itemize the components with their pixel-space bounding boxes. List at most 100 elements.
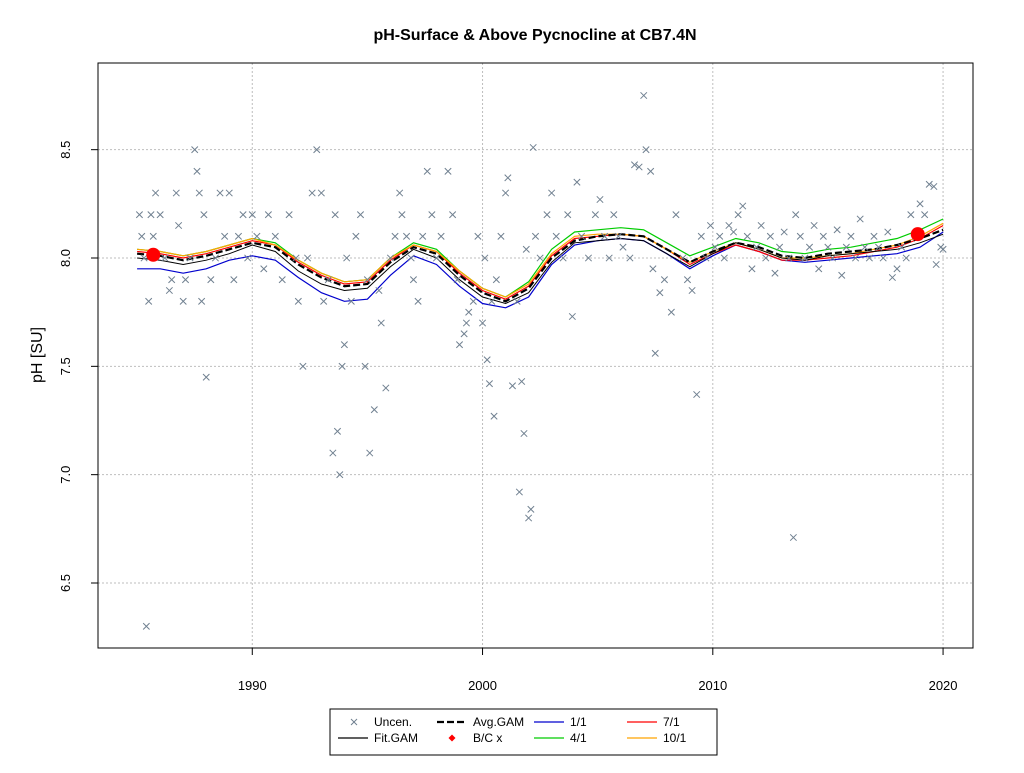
uncensored-point <box>660 276 669 284</box>
uncensored-point <box>396 189 404 197</box>
uncensored-point-stroke <box>444 167 452 175</box>
uncensored-point <box>179 297 187 305</box>
uncensored-point <box>815 265 823 273</box>
chart-title: pH-Surface & Above Pycnocline at CB7.4N <box>373 27 696 44</box>
uncensored-point-stroke <box>469 297 477 305</box>
legend-label: 4/1 <box>570 731 587 745</box>
uncensored-point <box>370 406 378 414</box>
uncensored-point-stroke <box>331 211 339 219</box>
uncensored-point <box>656 289 664 297</box>
uncensored-point-stroke <box>294 297 302 305</box>
uncensored-point <box>529 143 537 152</box>
uncensored-point-stroke <box>156 211 164 219</box>
uncensored-point <box>195 189 203 197</box>
uncensored-point <box>366 449 374 457</box>
uncensored-point <box>888 273 896 282</box>
uncensored-point-stroke <box>543 211 551 219</box>
uncensored-point-stroke <box>186 254 194 262</box>
uncensored-point <box>414 297 422 305</box>
uncensored-point <box>875 243 883 251</box>
uncensored-point-stroke <box>591 211 599 219</box>
uncensored-point <box>455 341 464 349</box>
uncensored-point-stroke <box>552 232 560 240</box>
uncensored-point <box>292 254 300 262</box>
uncensored-point <box>552 232 560 240</box>
uncensored-point-stroke <box>423 167 431 175</box>
uncensored-point-stroke <box>635 163 643 171</box>
uncensored-point <box>377 319 385 327</box>
uncensored-point-stroke <box>211 254 219 262</box>
uncensored-point-stroke <box>234 232 243 240</box>
uncensored-point-stroke <box>414 297 422 305</box>
uncensored-point <box>752 243 761 251</box>
uncensored-point <box>483 356 491 364</box>
uncensored-point-stroke <box>568 312 576 321</box>
uncensored-point <box>175 221 183 230</box>
uncensored-point-stroke <box>838 271 846 279</box>
uncensored-point-stroke <box>492 276 500 284</box>
uncensored-point-stroke <box>460 330 468 338</box>
uncensored-point-stroke <box>483 356 491 364</box>
uncensored-point <box>716 232 724 240</box>
x-tick-label: 2010 <box>698 678 727 693</box>
uncensored-point-stroke <box>697 232 705 240</box>
uncensored-point <box>329 449 337 457</box>
uncensored-point-stroke <box>502 189 510 197</box>
uncensored-point-stroke <box>200 211 208 219</box>
uncensored-point <box>248 211 256 219</box>
uncensored-point <box>356 211 365 219</box>
uncensored-point <box>398 211 406 219</box>
uncensored-point-stroke <box>847 232 855 240</box>
legend-symbol-x <box>350 718 358 726</box>
uncensored-point-stroke <box>525 514 533 522</box>
uncensored-point-stroke <box>529 143 537 152</box>
uncensored-point <box>186 254 194 262</box>
y-tick-label: 7.0 <box>58 466 73 484</box>
uncensored-point-stroke <box>898 243 906 251</box>
bc-point <box>146 247 161 262</box>
uncensored-point-stroke <box>805 243 814 251</box>
uncensored-point <box>584 254 593 262</box>
uncensored-point <box>932 260 940 269</box>
uncensored-point-stroke <box>748 265 756 273</box>
uncensored-point-stroke <box>333 427 342 435</box>
bc-point <box>910 227 925 242</box>
uncensored-point <box>720 254 728 262</box>
uncensored-point <box>294 297 302 305</box>
uncensored-point <box>548 189 556 197</box>
uncensored-point-stroke <box>559 254 567 262</box>
uncensored-point-stroke <box>449 211 457 219</box>
uncensored-point-stroke <box>497 232 505 240</box>
uncensored-point <box>884 228 892 236</box>
uncensored-point-stroke <box>455 341 464 349</box>
uncensored-point-stroke <box>152 189 160 197</box>
uncensored-point <box>497 232 505 240</box>
uncensored-point <box>762 254 770 262</box>
uncensored-point-stroke <box>336 471 344 479</box>
uncensored-point <box>216 189 224 197</box>
uncensored-point <box>336 471 344 479</box>
uncensored-point-stroke <box>888 273 896 282</box>
uncensored-point-stroke <box>527 505 535 513</box>
uncensored-point <box>748 265 756 273</box>
uncensored-point-stroke <box>739 202 747 210</box>
legend-label: Avg.GAM <box>473 715 524 729</box>
legend-label: 7/1 <box>663 715 680 729</box>
uncensored-point-stroke <box>916 200 924 208</box>
uncensored-point <box>711 243 719 251</box>
uncensored-point <box>460 330 468 338</box>
uncensored-point-stroke <box>175 221 183 230</box>
uncensored-point-stroke <box>347 297 355 305</box>
legend-box <box>329 708 718 756</box>
uncensored-point-stroke <box>842 243 850 251</box>
legend-label: Fit.GAM <box>374 731 418 745</box>
uncensored-point-stroke <box>564 211 572 219</box>
uncensored-point-stroke <box>520 429 528 438</box>
uncensored-point-stroke <box>485 380 494 388</box>
uncensored-point <box>651 349 659 357</box>
legend-item: Avg.GAM <box>437 715 524 729</box>
uncensored-point <box>536 254 544 262</box>
uncensored-point-stroke <box>518 377 526 386</box>
uncensored-point <box>504 174 512 182</box>
